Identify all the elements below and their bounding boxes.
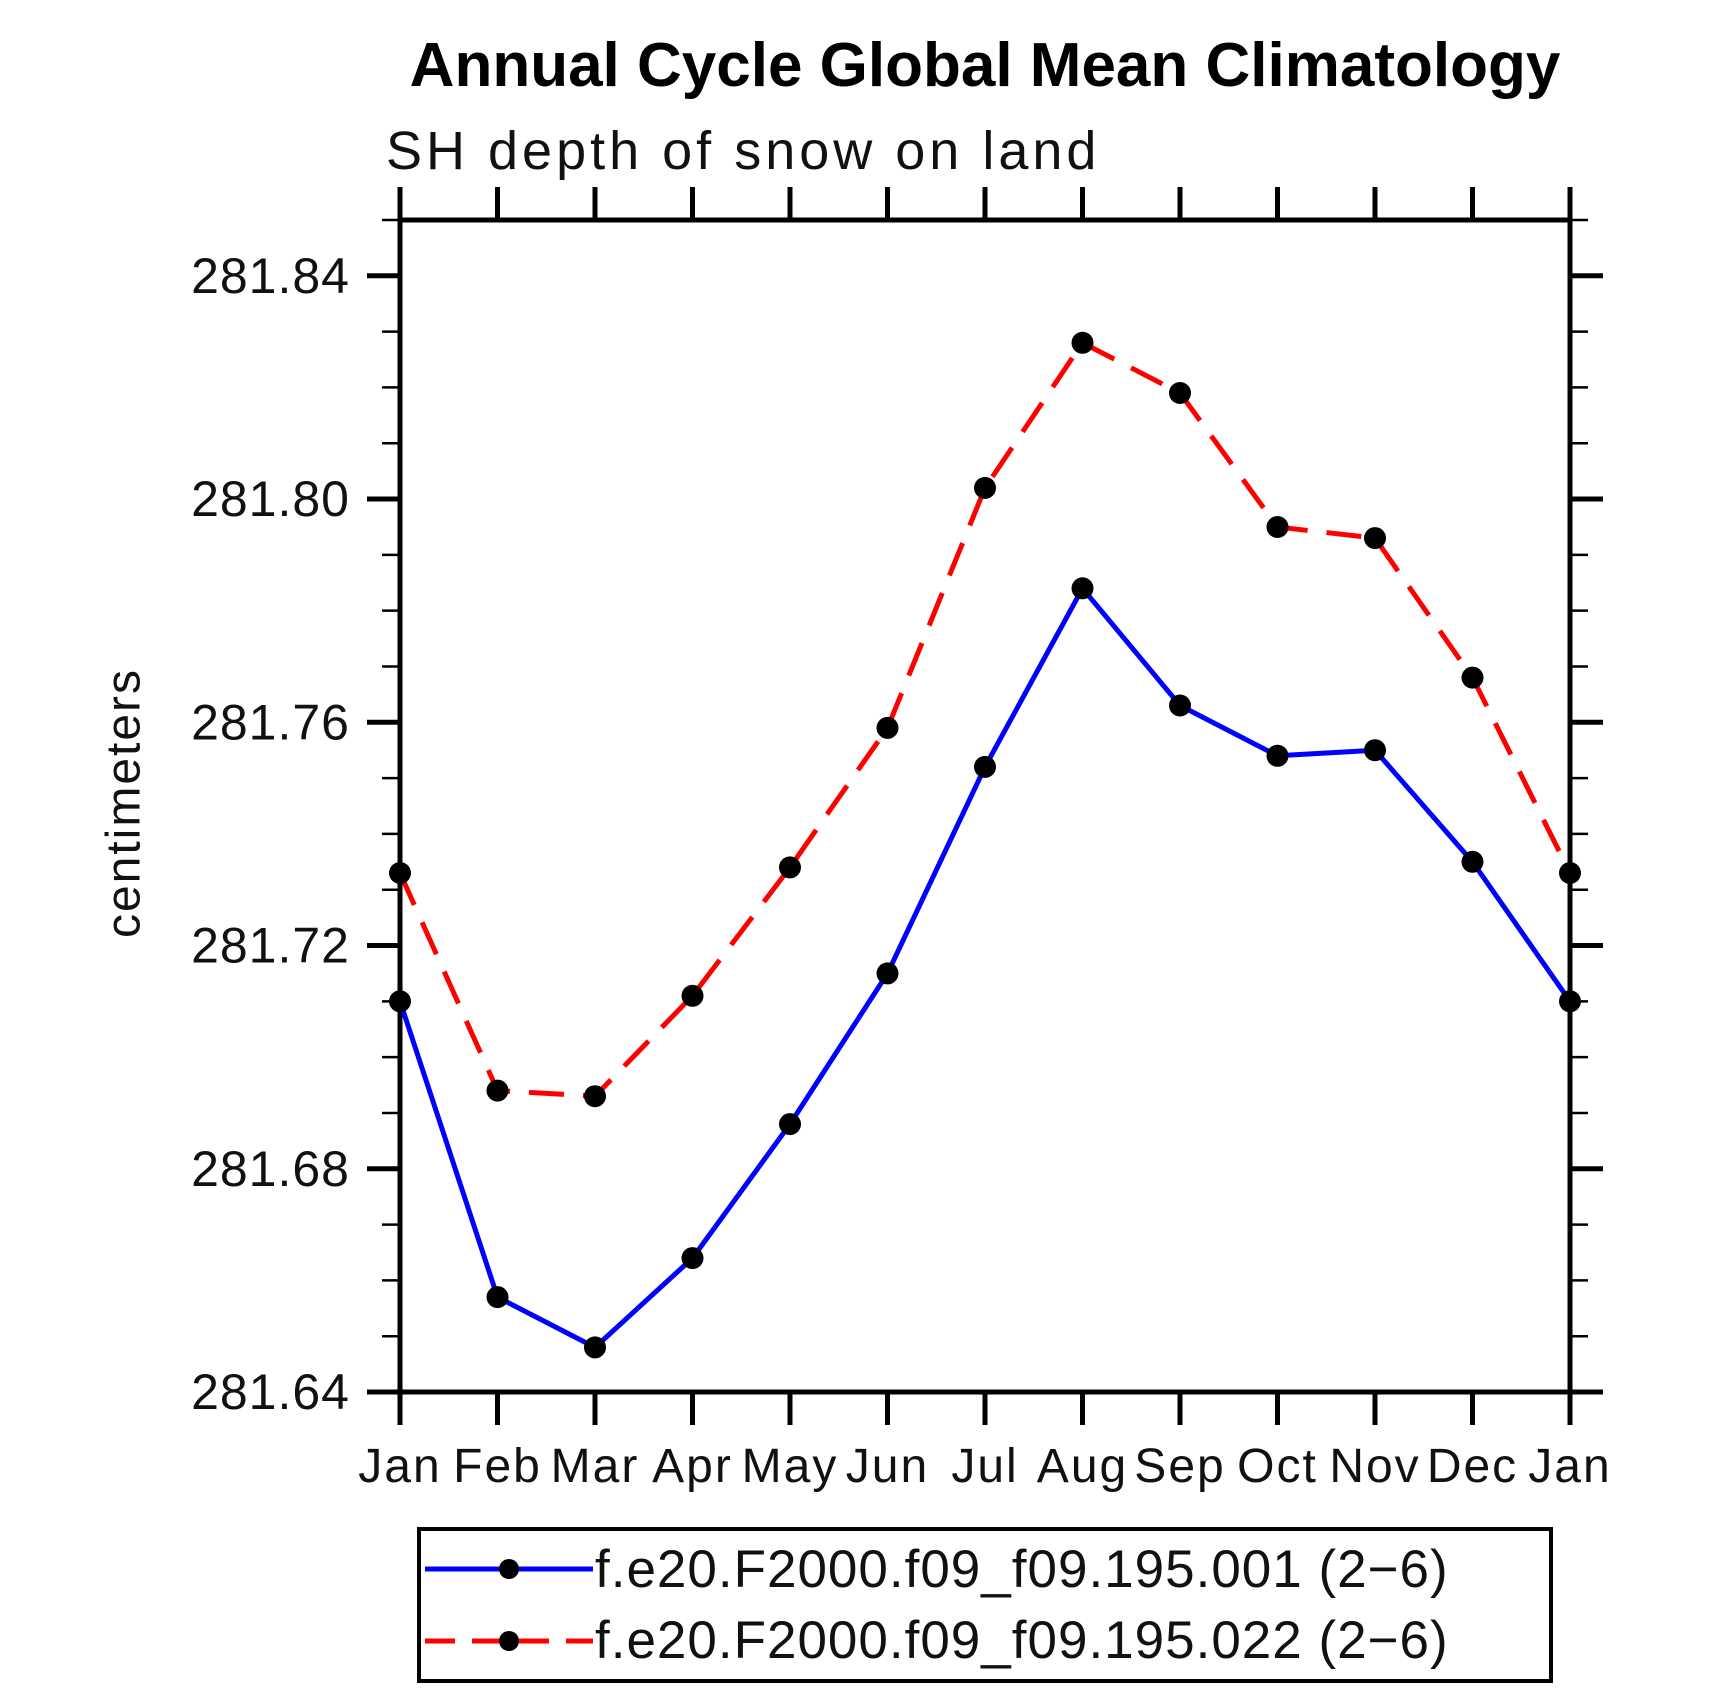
series-1-marker (584, 1085, 606, 1108)
series-line-0 (397, 585, 1573, 1350)
series-0-marker (1461, 850, 1484, 873)
series-1-marker (1461, 666, 1484, 689)
y-tick-label: 281.84 (191, 248, 350, 304)
x-tick-label: Aug (1037, 1440, 1128, 1493)
series-0-marker (974, 755, 996, 778)
legend-sample-marker (499, 1630, 519, 1651)
x-tick-label: Feb (453, 1440, 542, 1493)
y-tick-label: 281.68 (191, 1141, 350, 1197)
y-tick-label: 281.72 (191, 918, 350, 974)
x-tick-label: Dec (1427, 1440, 1518, 1493)
legend-line-sample (425, 1559, 593, 1580)
series-1-marker (486, 1079, 509, 1102)
series-0-marker (779, 1113, 801, 1136)
series-0-marker (1266, 744, 1289, 767)
series-1-marker (1559, 862, 1581, 884)
series-1-marker (779, 856, 801, 879)
plot-frame (397, 217, 1573, 1395)
series-1-marker (876, 716, 899, 739)
chart-subtitle: SH depth of snow on land (386, 121, 1101, 181)
series-1-marker (1364, 527, 1386, 550)
y-tick-label: 281.80 (191, 471, 350, 527)
series-0-marker (1559, 990, 1581, 1013)
series-0-marker (876, 962, 899, 985)
series-0-marker (1364, 739, 1386, 762)
x-tick-label: Jan (1528, 1440, 1611, 1493)
series-1-marker (1169, 382, 1191, 404)
series-0-marker (1169, 694, 1191, 717)
legend-box: f.e20.F2000.f09_f09.195.001 (2−6) f.e20.F… (417, 1527, 1553, 1683)
series-0-marker (389, 990, 411, 1013)
x-tick-label: Sep (1134, 1440, 1225, 1493)
series-1-marker (681, 984, 704, 1007)
series-0-marker (486, 1286, 509, 1309)
legend-label: f.e20.F2000.f09_f09.195.001 (2−6) (595, 1539, 1449, 1599)
x-tick-label: May (742, 1440, 839, 1493)
y-tick-label: 281.64 (191, 1364, 350, 1420)
x-tick-label: Jun (846, 1440, 929, 1493)
x-tick-label: Mar (551, 1440, 640, 1493)
legend-sample-marker (499, 1559, 519, 1580)
legend-item: f.e20.F2000.f09_f09.195.022 (2−6) (421, 1606, 1549, 1676)
x-tick-label: Jul (951, 1440, 1018, 1493)
series-0-marker (584, 1336, 606, 1359)
chart-title: Annual Cycle Global Mean Climatology (409, 31, 1561, 100)
series-1-marker (974, 476, 996, 499)
series-line-1 (397, 340, 1573, 1099)
series-0-marker (1071, 577, 1094, 600)
y-tick-label: 281.76 (191, 694, 350, 750)
x-tick-label: Oct (1237, 1440, 1318, 1493)
legend-label: f.e20.F2000.f09_f09.195.022 (2−6) (595, 1611, 1449, 1671)
x-tick-label: Jan (358, 1440, 441, 1493)
x-tick-label: Nov (1329, 1440, 1420, 1493)
series-1-marker (389, 862, 411, 884)
series-1-marker (1266, 516, 1289, 538)
series-0-marker (681, 1247, 704, 1270)
legend-line-sample (425, 1630, 593, 1651)
legend-item: f.e20.F2000.f09_f09.195.001 (2−6) (421, 1534, 1549, 1604)
series-1-marker (1071, 331, 1094, 354)
x-tick-label: Apr (652, 1440, 733, 1493)
